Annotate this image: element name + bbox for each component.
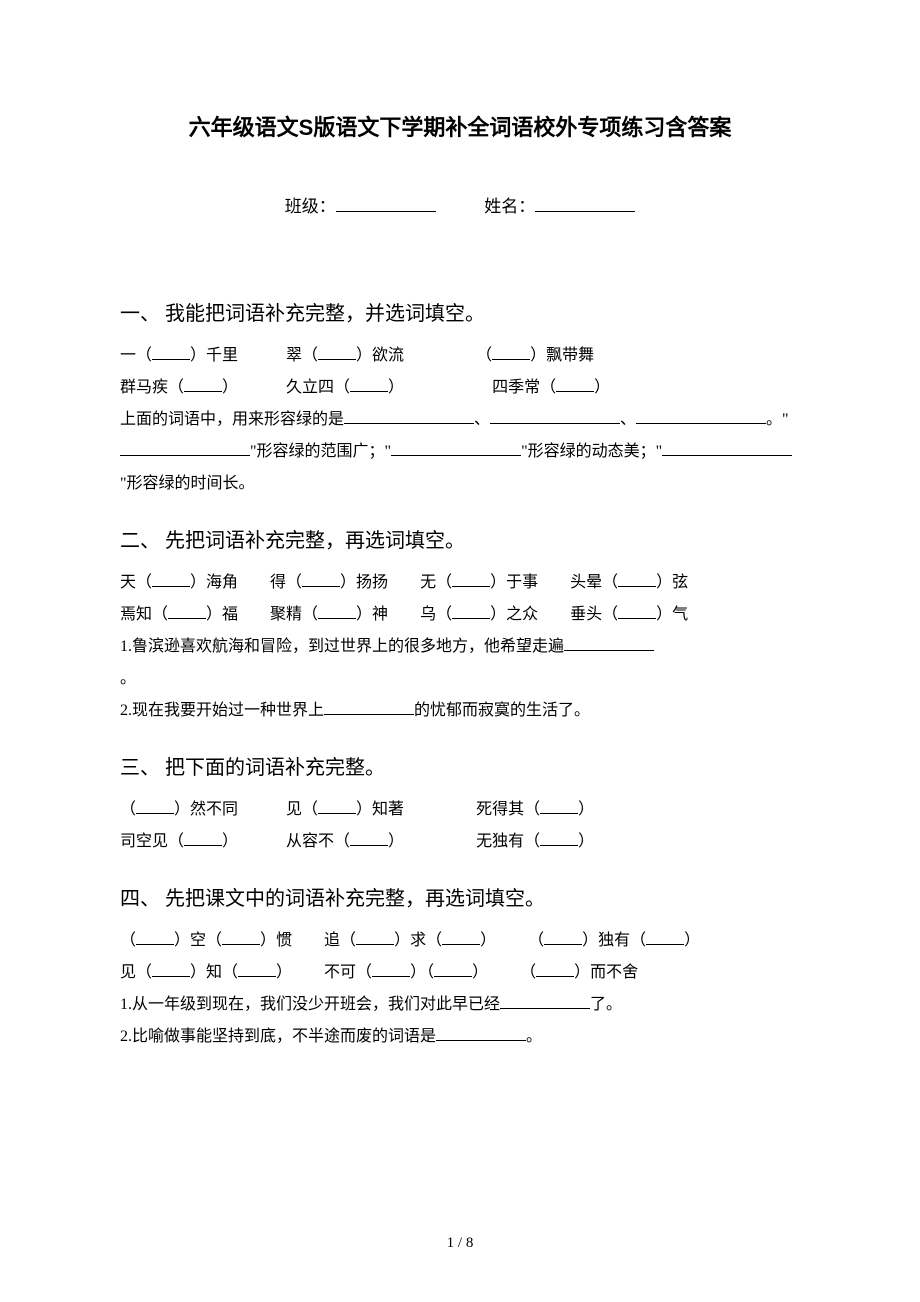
class-blank — [336, 193, 436, 212]
blank — [152, 959, 190, 977]
blank — [490, 406, 620, 424]
blank — [452, 569, 490, 587]
blank — [372, 959, 410, 977]
blank — [662, 438, 792, 456]
blank — [344, 406, 474, 424]
blank — [556, 374, 594, 392]
blank — [302, 569, 340, 587]
blank — [222, 927, 260, 945]
section-3-row-1: （）然不同 见（）知著 死得其（） — [120, 794, 800, 826]
blank — [136, 927, 174, 945]
blank — [391, 438, 521, 456]
class-label: 班级： — [285, 197, 336, 216]
blank — [492, 342, 530, 360]
blank — [318, 342, 356, 360]
page-number: 1 / 8 — [0, 1235, 920, 1252]
blank — [646, 927, 684, 945]
section-2-row-2: 焉知（）福 聚精（）神 乌（）之众 垂头（）气 — [120, 599, 800, 631]
blank — [544, 927, 582, 945]
section-1-paragraph: 上面的词语中，用来形容绿的是、、。""形容绿的范围广；""形容绿的动态美；""形… — [120, 404, 800, 500]
blank — [540, 828, 578, 846]
blank — [536, 959, 574, 977]
student-info-line: 班级： 姓名： — [120, 192, 800, 217]
blank — [318, 601, 356, 619]
section-1-heading: 一、 我能把词语补充完整，并选词填空。 — [120, 297, 800, 326]
section-2-q2: 2.现在我要开始过一种世界上的忧郁而寂寞的生活了。 — [120, 695, 800, 727]
section-1-row-1: 一（）千里 翠（）欲流 （）飘带舞 — [120, 340, 800, 372]
blank — [324, 697, 414, 715]
blank — [434, 959, 472, 977]
blank — [356, 927, 394, 945]
blank — [452, 601, 490, 619]
blank — [120, 438, 250, 456]
blank — [152, 569, 190, 587]
blank — [318, 796, 356, 814]
blank — [500, 991, 590, 1009]
blank — [442, 927, 480, 945]
section-4-row-1: （）空（）惯 追（）求（） （）独有（） — [120, 925, 800, 957]
blank — [350, 828, 388, 846]
blank — [184, 374, 222, 392]
name-blank — [535, 193, 635, 212]
blank — [168, 601, 206, 619]
section-3-heading: 三、 把下面的词语补充完整。 — [120, 751, 800, 780]
section-2-row-1: 天（）海角 得（）扬扬 无（）于事 头晕（）弦 — [120, 567, 800, 599]
blank — [564, 633, 654, 651]
blank — [636, 406, 766, 424]
blank — [238, 959, 276, 977]
blank — [618, 569, 656, 587]
section-4-q2: 2.比喻做事能坚持到底，不半途而废的词语是。 — [120, 1021, 800, 1053]
section-2-q1: 1.鲁滨逊喜欢航海和冒险，到过世界上的很多地方，他希望走遍。 — [120, 631, 800, 695]
document-title: 六年级语文S版语文下学期补全词语校外专项练习含答案 — [120, 110, 800, 142]
blank — [540, 796, 578, 814]
blank — [436, 1023, 526, 1041]
blank — [350, 374, 388, 392]
blank — [618, 601, 656, 619]
section-2-heading: 二、 先把词语补充完整，再选词填空。 — [120, 524, 800, 553]
section-4-heading: 四、 先把课文中的词语补充完整，再选词填空。 — [120, 882, 800, 911]
section-1-row-2: 群马疾（） 久立四（） 四季常（） — [120, 372, 800, 404]
blank — [184, 828, 222, 846]
blank — [152, 342, 190, 360]
section-4-q1: 1.从一年级到现在，我们没少开班会，我们对此早已经了。 — [120, 989, 800, 1021]
blank — [136, 796, 174, 814]
document-page: 六年级语文S版语文下学期补全词语校外专项练习含答案 班级： 姓名： 一、 我能把… — [0, 0, 920, 1113]
name-label: 姓名： — [484, 197, 535, 216]
section-4-row-2: 见（）知（） 不可（）（） （）而不舍 — [120, 957, 800, 989]
section-3-row-2: 司空见（） 从容不（） 无独有（） — [120, 826, 800, 858]
